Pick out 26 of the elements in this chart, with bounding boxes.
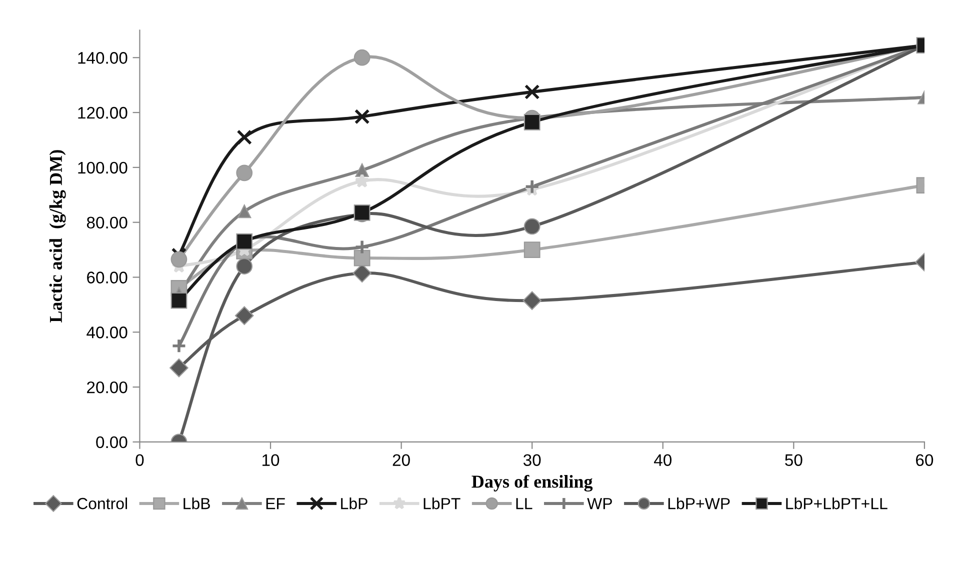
- y-tick-label: 0.00: [96, 436, 128, 448]
- y-axis-title: Lactic acid (g/kg DM): [49, 150, 66, 323]
- legend-label: LbP+LbPT+LL: [786, 498, 888, 510]
- x-axis-title: Days of ensiling: [472, 474, 593, 492]
- y-tick-label: 80.00: [86, 216, 128, 229]
- legend-label: LbB: [184, 498, 210, 510]
- x-tick-label: 50: [785, 454, 802, 466]
- y-tick-label: 140.00: [78, 52, 128, 64]
- legend-label: EF: [266, 498, 285, 510]
- legend-label: Control: [77, 498, 127, 510]
- legend-label: LbP+WP: [668, 498, 730, 510]
- legend-label: WP: [587, 498, 612, 510]
- y-tick-label: 20.00: [87, 381, 128, 394]
- legend-label: LL: [516, 498, 532, 510]
- legend-label: LbPT: [424, 498, 460, 510]
- x-tick-label: 20: [392, 454, 410, 466]
- y-tick-label: 100.00: [78, 162, 128, 174]
- x-tick-label: 10: [262, 454, 280, 466]
- legend-label: LbP: [341, 498, 368, 510]
- x-tick-label: 60: [916, 454, 934, 466]
- x-tick-label: 30: [523, 454, 541, 466]
- y-tick-label: 120.00: [78, 106, 128, 119]
- x-tick-label: 40: [654, 454, 672, 466]
- x-tick-label: 0: [136, 454, 144, 466]
- y-tick-label: 60.00: [87, 272, 128, 284]
- y-tick-label: 40.00: [86, 326, 128, 338]
